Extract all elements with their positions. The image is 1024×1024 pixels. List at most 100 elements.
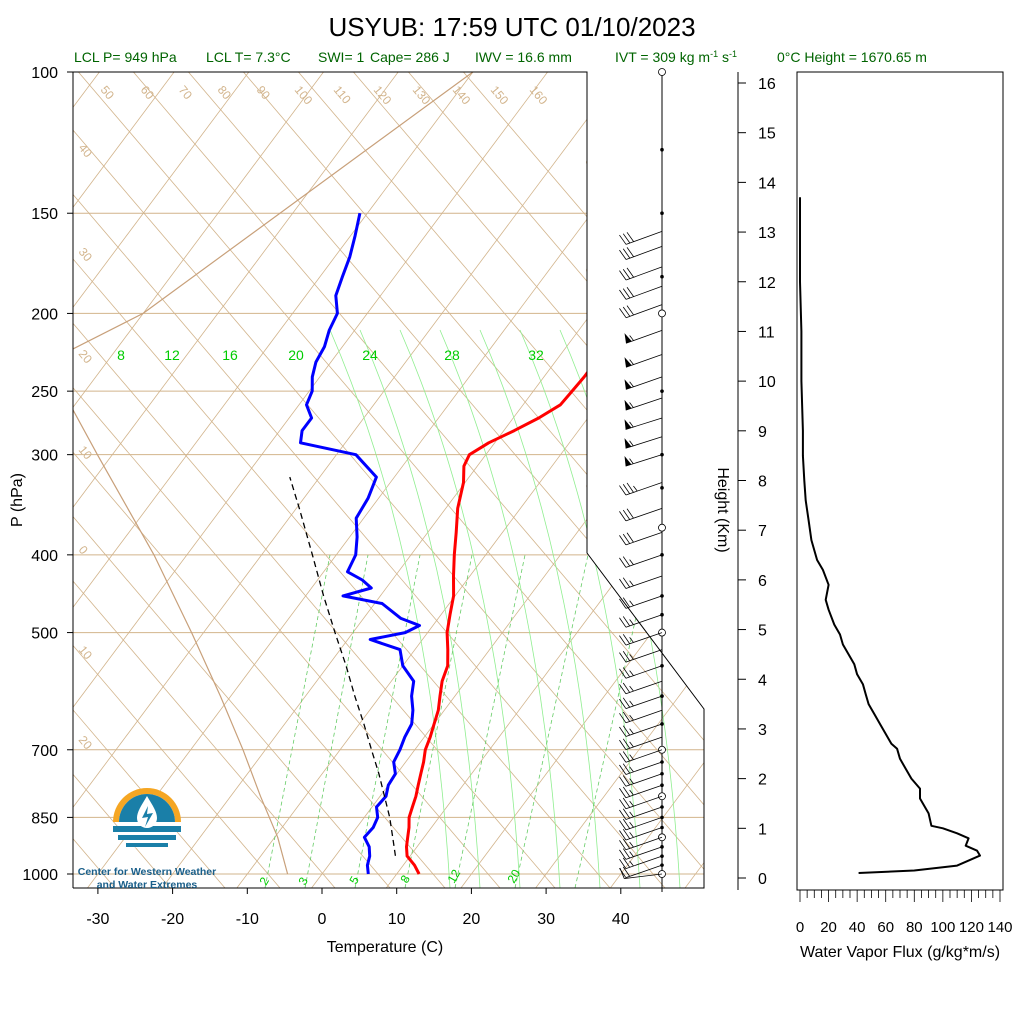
barb-half-feather	[629, 685, 634, 692]
barb-feather	[619, 668, 627, 679]
isotherm	[73, 72, 175, 888]
barb-feather	[619, 598, 627, 609]
barb-staff	[625, 507, 663, 522]
skew-t-background: 50 60 70 80 90 100 110 120 130 140 150 160403020100…	[73, 72, 704, 888]
y-tick-label: 850	[31, 810, 58, 827]
barb-feather	[626, 305, 634, 316]
x-tick-label: -20	[161, 911, 184, 928]
barb-station-circle	[658, 309, 666, 318]
barb-feather	[622, 838, 631, 849]
wind-barb	[624, 354, 663, 368]
barb-feather	[619, 635, 627, 646]
barb-feather	[622, 269, 631, 279]
barb-half-feather	[633, 485, 638, 492]
barb-staff	[625, 836, 663, 851]
mixing-ratio-label: 20	[288, 347, 304, 363]
barb-feather	[622, 763, 631, 774]
mixing-ratio-line	[354, 554, 421, 888]
height-tick-label: 13	[758, 225, 776, 242]
dry-adiabat	[73, 72, 556, 888]
barb-staff	[625, 436, 663, 449]
wind-barb	[624, 436, 663, 449]
barb-pennant	[624, 438, 632, 449]
wind-barb	[619, 736, 663, 750]
barb-feather	[619, 726, 627, 737]
isotherm	[533, 72, 704, 888]
y-tick-label: 150	[31, 206, 58, 223]
isotherm	[383, 72, 704, 888]
barb-station-circle	[658, 523, 666, 532]
y-tick-label: 400	[31, 548, 58, 565]
barb-pennant	[624, 455, 632, 467]
wind-barb	[619, 595, 663, 609]
wind-barb	[619, 246, 663, 260]
barb-half-feather	[629, 741, 634, 748]
barb-staff	[625, 784, 663, 799]
isotherm-label: 80	[215, 83, 235, 102]
dry-adiabat-label: 30	[582, 147, 610, 175]
isotherm-label: 10	[76, 643, 96, 662]
barb-feather	[622, 616, 631, 627]
barb-feather	[619, 684, 627, 694]
barb-half-feather	[629, 619, 634, 625]
barb-feather	[619, 764, 627, 775]
y-tick-label: 300	[31, 448, 58, 465]
barb-feather	[622, 233, 631, 244]
wind-barb	[619, 855, 663, 870]
height-tick-label: 4	[758, 672, 767, 689]
dry-adiabat	[74, 72, 704, 888]
barb-half-feather	[629, 841, 634, 848]
barb-staff	[625, 397, 663, 411]
barb-feather	[626, 287, 634, 297]
height-tick-label: 2	[758, 772, 767, 789]
barb-feather	[619, 713, 627, 724]
isotherm-label: 150	[488, 83, 512, 108]
barb-staff	[625, 354, 663, 368]
flux-tick-label: 40	[849, 919, 866, 936]
wind-barb	[619, 846, 663, 860]
barb-staff	[625, 855, 663, 870]
barb-pennant	[624, 333, 632, 344]
barb-feather	[622, 857, 631, 868]
barb-staff	[625, 846, 663, 860]
barb-staff	[625, 454, 663, 467]
barb-feather	[622, 597, 631, 608]
mixing-ratio-label: 12	[444, 867, 463, 886]
wind-barb	[619, 817, 663, 831]
barb-staff	[625, 554, 663, 568]
barb-feather	[622, 848, 631, 859]
barb-feather	[619, 799, 627, 810]
mixing-ratio-label: 8	[117, 347, 125, 363]
barb-feather	[626, 532, 634, 543]
barb-feather	[619, 535, 627, 546]
wind-barb	[624, 417, 663, 430]
barb-feather	[626, 247, 634, 257]
stats-item: SWI= 1	[318, 49, 365, 65]
isotherm	[84, 72, 698, 888]
isotherm	[234, 72, 704, 888]
wind-barb	[619, 649, 663, 663]
stats-item: IVT = 309 kg m	[615, 49, 710, 65]
dry-adiabat	[73, 72, 666, 888]
barb-half-feather	[629, 851, 634, 857]
barb-feather	[622, 634, 631, 644]
barb-feather	[622, 818, 631, 829]
barb-station-dot	[660, 211, 664, 216]
barb-staff	[625, 749, 663, 763]
barb-half-feather	[629, 860, 634, 867]
height-tick-label: 12	[758, 275, 776, 292]
barb-staff	[625, 417, 663, 430]
barb-half-feather	[629, 778, 634, 784]
isotherm	[159, 72, 704, 888]
stats-item: LCL T= 7.3°C	[206, 49, 291, 65]
isotherm	[73, 72, 548, 888]
barb-feather	[622, 725, 631, 736]
mixing-ratio-line	[454, 554, 526, 888]
barb-feather	[619, 776, 627, 787]
wind-barb	[619, 761, 663, 775]
wind-barb	[619, 773, 663, 787]
barb-feather	[622, 556, 631, 567]
barb-feather	[619, 578, 627, 589]
barb-half-feather	[629, 440, 634, 447]
wind-barb	[619, 695, 663, 709]
